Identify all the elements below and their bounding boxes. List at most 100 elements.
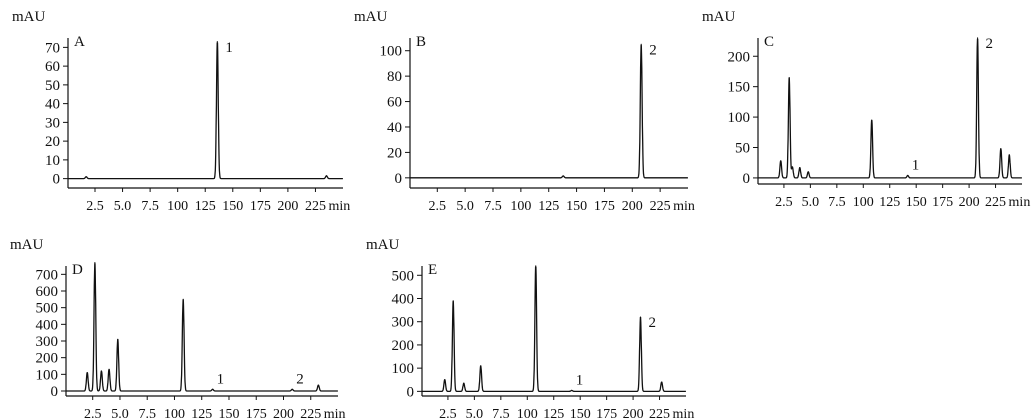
y-tick-label: 500 [392, 268, 415, 284]
y-tick-label: 600 [36, 284, 59, 300]
x-tick-label: 125 [195, 199, 216, 214]
y-tick-label: 0 [53, 172, 61, 188]
x-tick-label: 200 [622, 199, 643, 214]
y-tick-label: 200 [36, 351, 59, 367]
y-tick-label: 0 [743, 171, 751, 187]
peak-point [641, 44, 642, 45]
x-tick-label: 7.5 [138, 407, 156, 420]
x-tick-label: 175 [932, 195, 953, 210]
x-tick-label: 100 [853, 195, 874, 210]
x-tick-label: 100 [517, 407, 538, 420]
chart-panel-a: mAU A 0 10 20 30 40 50 60 70 2.5 5.0 7.5 100 125 150 175… [12, 9, 350, 214]
x-tick-label: 150 [222, 199, 243, 214]
y-tick-label: 80 [387, 69, 402, 85]
y-axis-label: mAU [366, 237, 400, 253]
x-tick-label: 100 [164, 407, 185, 420]
x-tick-label: 5.0 [111, 407, 129, 420]
y-tick-label: 70 [45, 40, 60, 56]
x-tick-label: 5.0 [466, 407, 484, 420]
panel-label: C [764, 34, 774, 50]
peak-point [87, 372, 88, 373]
peak-point [1009, 154, 1010, 155]
x-tick-label: 225 [305, 199, 326, 214]
y-tick-label: 150 [728, 80, 751, 96]
peak-point [808, 171, 809, 172]
peak-point [977, 37, 978, 38]
chromatogram-trace [422, 267, 686, 391]
x-tick-label: 100 [510, 199, 531, 214]
x-tick-label: 5.0 [456, 199, 474, 214]
x-axis-unit-label: min [324, 407, 346, 420]
peak-point [326, 175, 327, 176]
peak-point [661, 381, 662, 382]
x-tick-label: 200 [623, 407, 644, 420]
panel-label: D [72, 262, 83, 278]
x-tick-label: 125 [191, 407, 212, 420]
x-tick-label: 100 [167, 199, 188, 214]
y-tick-label: 30 [45, 115, 60, 131]
chromatogram-trace [758, 39, 1022, 178]
chart-panel-b: mAU B 0 20 40 60 80 100 2.5 5.0 7.5 100 125 150 175 200… [354, 9, 695, 214]
y-tick-label: 0 [407, 384, 415, 400]
x-tick-label: 150 [566, 199, 587, 214]
x-tick-label: 2.5 [775, 195, 793, 210]
x-tick-label: 225 [985, 195, 1006, 210]
x-tick-label: 2.5 [439, 407, 457, 420]
y-tick-label: 40 [387, 120, 402, 136]
x-tick-label: 225 [649, 407, 670, 420]
peak-label: 2 [649, 315, 657, 331]
panel-label: A [74, 34, 85, 50]
peak-point [871, 120, 872, 121]
x-tick-label: 2.5 [429, 199, 447, 214]
peak-point [94, 262, 95, 263]
y-tick-label: 100 [728, 110, 751, 126]
peak-point [563, 175, 564, 176]
x-axis-unit-label: min [673, 407, 695, 420]
peak-label: 2 [986, 36, 994, 52]
peak-point [640, 316, 641, 317]
peak-label: 2 [649, 42, 657, 58]
y-tick-label: 0 [395, 171, 403, 187]
x-tick-label: 125 [543, 407, 564, 420]
y-tick-label: 40 [45, 97, 60, 113]
x-tick-label: 200 [273, 407, 294, 420]
chromatogram-trace [68, 43, 343, 179]
panel-label: B [416, 34, 426, 50]
peak-label: 1 [576, 372, 584, 388]
peak-point [101, 370, 102, 371]
x-tick-label: 5.0 [114, 199, 132, 214]
peak-point [480, 365, 481, 366]
x-tick-label: 125 [879, 195, 900, 210]
x-axis-unit-label: min [673, 199, 695, 214]
x-tick-label: 200 [277, 199, 298, 214]
x-tick-label: 225 [300, 407, 321, 420]
x-tick-label: 150 [906, 195, 927, 210]
y-axis-label: mAU [12, 9, 46, 25]
y-tick-label: 20 [45, 134, 60, 150]
panel-label: E [428, 262, 437, 278]
y-tick-label: 100 [392, 361, 415, 377]
peak-point [780, 160, 781, 161]
y-tick-label: 400 [36, 317, 59, 333]
peak-point [907, 175, 908, 176]
x-tick-label: 175 [250, 199, 271, 214]
x-tick-label: 2.5 [84, 407, 102, 420]
y-tick-label: 100 [380, 44, 403, 60]
peak-label: 1 [225, 40, 233, 56]
y-tick-label: 700 [36, 267, 59, 283]
peak-point [212, 389, 213, 390]
x-axis-unit-label: min [1009, 195, 1031, 210]
y-tick-label: 200 [728, 49, 751, 65]
x-tick-label: 7.5 [492, 407, 510, 420]
y-tick-label: 10 [45, 153, 60, 169]
chart-panel-c: mAU C 0 50 100 150 200 2.5 5.0 7.5 100 125 150 175 200… [702, 9, 1030, 210]
peak-point [292, 389, 293, 390]
y-tick-label: 400 [392, 292, 415, 308]
peak-label: 1 [912, 157, 920, 173]
x-tick-label: 175 [596, 407, 617, 420]
x-tick-label: 200 [959, 195, 980, 210]
x-tick-label: 7.5 [828, 195, 846, 210]
peak-point [453, 300, 454, 301]
